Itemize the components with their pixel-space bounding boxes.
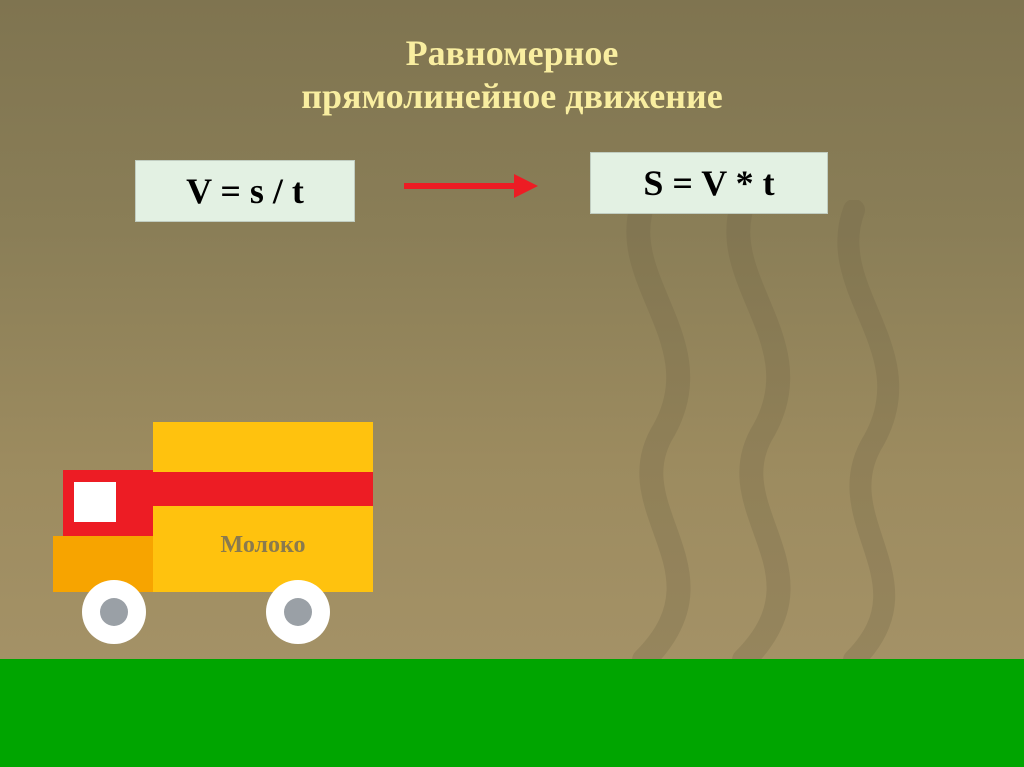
truck-stripe [153, 472, 373, 506]
truck-wheel-rear [266, 580, 330, 644]
arrow-icon [404, 174, 538, 198]
truck-label: Молоко [153, 510, 373, 580]
slide-title: Равномерное прямолинейное движение [0, 32, 1024, 118]
ground-strip [0, 659, 1024, 767]
truck-wheel-front-hub [100, 598, 128, 626]
formula-velocity: V = s / t [135, 160, 355, 222]
tire-tracks-decoration [514, 200, 964, 660]
title-line-2: прямолинейное движение [0, 75, 1024, 118]
truck-wheel-front [82, 580, 146, 644]
formula-distance-text: S = V * t [643, 162, 774, 204]
arrow-line [404, 183, 514, 189]
formula-velocity-text: V = s / t [186, 170, 304, 212]
truck-wheel-rear-hub [284, 598, 312, 626]
title-line-1: Равномерное [0, 32, 1024, 75]
arrow-head [514, 174, 538, 198]
truck-illustration: Молоко [48, 392, 378, 662]
formula-distance: S = V * t [590, 152, 828, 214]
truck-window [74, 482, 116, 522]
